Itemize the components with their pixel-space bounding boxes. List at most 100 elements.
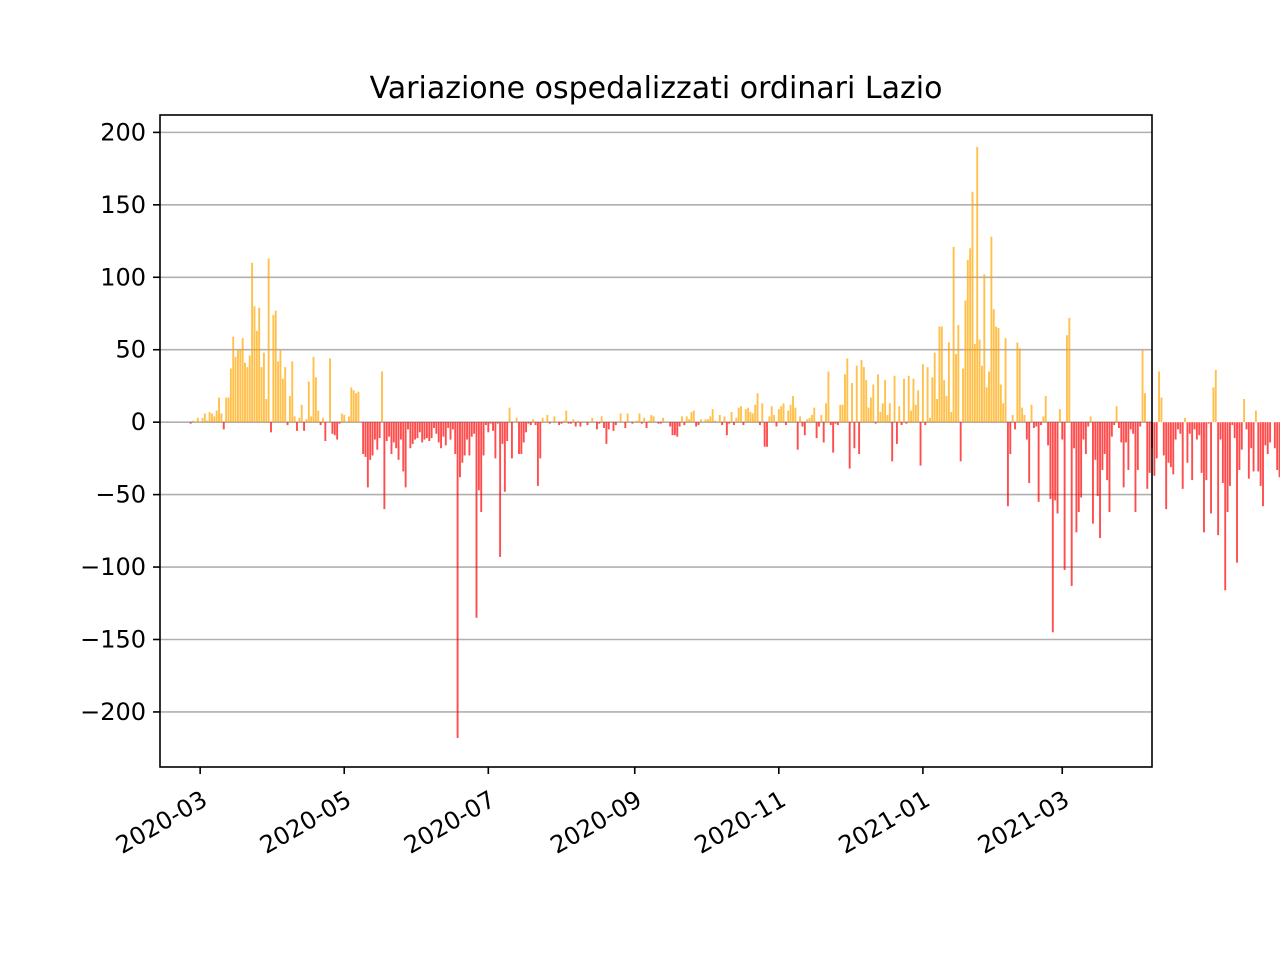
bar	[1061, 422, 1064, 440]
bar	[614, 422, 617, 426]
bar	[433, 422, 435, 428]
bar	[310, 416, 313, 423]
bar	[1172, 422, 1175, 475]
bar	[789, 404, 792, 423]
y-tick-label: 50	[115, 336, 146, 364]
bar	[534, 422, 537, 426]
bar	[737, 407, 740, 423]
bar	[962, 368, 964, 423]
bar	[820, 414, 823, 423]
bar	[218, 397, 220, 423]
bar	[1063, 422, 1066, 570]
bar	[803, 422, 806, 436]
bar	[317, 410, 320, 423]
bar	[477, 422, 480, 491]
bar	[1132, 422, 1135, 434]
bar	[695, 422, 698, 427]
bar	[624, 422, 627, 428]
bar	[1203, 422, 1205, 533]
bar	[492, 422, 494, 431]
bar	[414, 422, 417, 440]
bar	[1210, 422, 1212, 514]
bar	[985, 387, 988, 423]
y-tick-label: 100	[100, 263, 146, 291]
bar	[732, 422, 735, 426]
bar	[189, 422, 192, 424]
bar	[1127, 422, 1130, 470]
bar	[659, 422, 662, 424]
bar	[487, 422, 490, 433]
bar	[775, 422, 778, 427]
bar	[265, 398, 268, 423]
bar	[931, 377, 934, 423]
bar	[520, 422, 523, 455]
bar	[1016, 342, 1019, 423]
bar	[300, 404, 303, 423]
bar	[1179, 422, 1182, 434]
bar	[957, 325, 960, 423]
bar	[508, 407, 511, 423]
bar	[707, 419, 709, 423]
bar	[1084, 422, 1087, 455]
bar	[699, 419, 702, 423]
bar	[1200, 422, 1203, 473]
bar	[829, 422, 832, 426]
bar	[865, 380, 868, 423]
bar	[232, 336, 235, 423]
bar	[626, 413, 629, 423]
bar	[546, 414, 549, 423]
bar	[447, 422, 450, 428]
bar	[518, 422, 520, 455]
bar	[912, 378, 915, 423]
bar	[1252, 422, 1255, 472]
bar	[917, 390, 920, 423]
bar	[213, 416, 216, 423]
bar	[574, 422, 577, 427]
bar	[652, 416, 655, 423]
bar	[1155, 422, 1158, 459]
bar	[818, 422, 820, 427]
bar	[1269, 422, 1272, 443]
bar	[1195, 422, 1198, 440]
bar	[234, 356, 237, 423]
bar	[813, 407, 816, 423]
bar	[1101, 422, 1104, 470]
bar	[796, 422, 799, 450]
bar	[522, 422, 525, 443]
bar	[222, 422, 225, 430]
bar	[768, 416, 771, 423]
bar	[470, 422, 473, 437]
bar	[1264, 422, 1267, 446]
gridlines	[160, 131, 1152, 713]
bar	[558, 422, 561, 426]
bar	[277, 361, 280, 423]
bar	[307, 381, 310, 423]
bar	[612, 422, 615, 431]
bar	[997, 327, 1000, 423]
bar	[966, 259, 969, 423]
bar	[503, 422, 506, 492]
bar	[525, 422, 528, 433]
bar	[855, 365, 858, 423]
bar	[246, 367, 249, 423]
bar	[570, 422, 572, 424]
bar	[402, 422, 405, 472]
bar	[1106, 422, 1109, 481]
bar	[872, 384, 875, 423]
bar	[964, 300, 967, 423]
bar	[900, 422, 903, 426]
bar	[647, 420, 650, 423]
bar	[489, 422, 492, 424]
bar	[754, 404, 757, 423]
bar	[1018, 348, 1021, 423]
bar	[603, 422, 605, 428]
bar	[251, 262, 254, 423]
bar	[834, 422, 837, 424]
bar	[1193, 422, 1196, 430]
bar	[1070, 422, 1073, 586]
bar	[640, 422, 643, 424]
bar	[484, 422, 487, 426]
bar	[671, 422, 674, 436]
bar	[952, 246, 955, 423]
bar	[348, 416, 350, 423]
